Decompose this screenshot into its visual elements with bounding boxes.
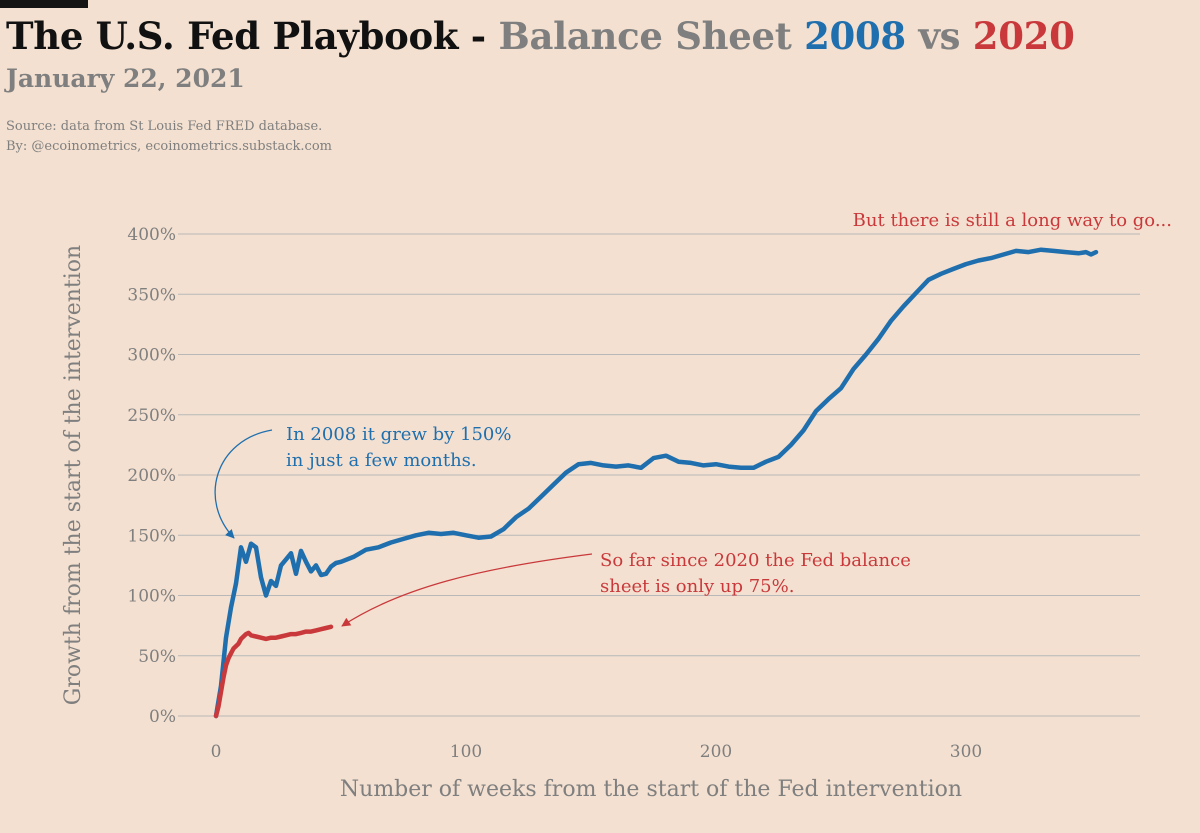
x-tick-label: 100 — [450, 742, 482, 762]
chart-title: The U.S. Fed Playbook - Balance Sheet 20… — [6, 14, 1075, 58]
series-line-2008 — [213, 247, 1099, 719]
x-tick-label: 300 — [950, 742, 982, 762]
y-tick-label: 50% — [138, 647, 176, 667]
x-axis-label: Number of weeks from the start of the Fe… — [340, 777, 962, 802]
author-line: By: @ecoinometrics, ecoinometrics.substa… — [6, 139, 332, 154]
y-tick-label: 300% — [127, 346, 176, 366]
title-balance-sheet: Balance Sheet — [498, 14, 792, 58]
y-tick-label: 400% — [127, 225, 176, 245]
chart-date: January 22, 2021 — [6, 64, 245, 93]
source-credits: Source: data from St Louis Fed FRED data… — [6, 117, 332, 157]
x-tick-label: 0 — [211, 742, 222, 762]
annotation-text: But there is still a long way to go... — [853, 210, 1172, 231]
annotation-arrow-2008 — [214, 429, 273, 539]
y-tick-label: 350% — [127, 285, 176, 305]
source-line: Source: data from St Louis Fed FRED data… — [6, 119, 323, 134]
title-year-2020: 2020 — [972, 14, 1075, 58]
y-tick-label: 250% — [127, 406, 176, 426]
annotation-text: In 2008 it grew by 150% — [286, 424, 511, 445]
annotation-text: sheet is only up 75%. — [600, 576, 794, 597]
y-tick-label: 200% — [127, 466, 176, 486]
y-tick-label: 0% — [149, 707, 176, 727]
annotation-text: in just a few months. — [286, 450, 477, 471]
title-main: The U.S. Fed Playbook - — [6, 14, 486, 58]
corner-accent-bar — [0, 0, 88, 8]
series-line-2020 — [213, 624, 334, 719]
title-vs: vs — [918, 14, 961, 58]
y-tick-label: 150% — [127, 526, 176, 546]
annotation-arrow-2020 — [341, 553, 593, 627]
annotation-text: So far since 2020 the Fed balance — [600, 550, 911, 571]
title-year-2008: 2008 — [804, 14, 906, 58]
x-tick-label: 200 — [700, 742, 732, 762]
y-axis-label: Growth from the start of the interventio… — [61, 245, 86, 705]
y-tick-label: 100% — [127, 587, 176, 607]
